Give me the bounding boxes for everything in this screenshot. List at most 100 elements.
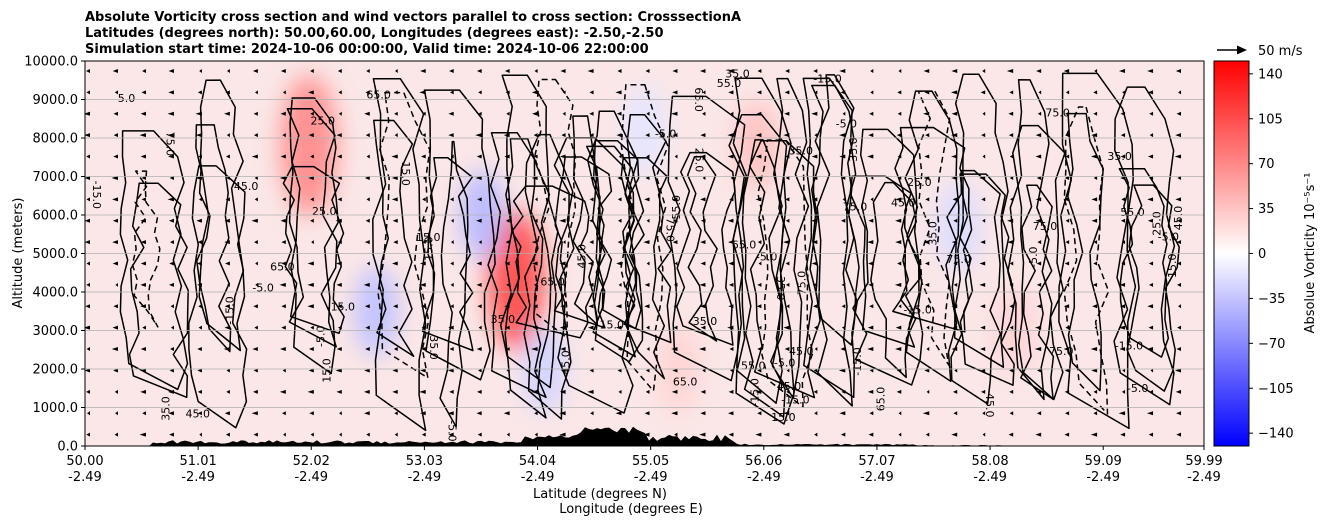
y-axis: 0.0 1000.0 2000.0 3000.0 4000.0 5000.0 6000.0 7… <box>24 55 85 455</box>
wind-vector <box>671 411 678 416</box>
wind-vector <box>645 389 650 394</box>
wind-vector <box>1176 111 1182 116</box>
wind-vector <box>926 347 930 352</box>
wind-vector <box>672 368 678 373</box>
wind-vector <box>1178 304 1182 309</box>
contour-line <box>587 110 639 358</box>
contour-label: 35.0 <box>789 145 814 158</box>
wind-vector <box>169 175 174 180</box>
wind-vector <box>895 218 902 223</box>
contour-label: 15.0 <box>771 411 796 424</box>
wind-vector <box>618 282 622 287</box>
wind-vector <box>644 90 650 95</box>
wind-vector <box>1148 325 1154 330</box>
wind-vector <box>615 304 622 309</box>
contour-label: -15.0 <box>223 296 236 324</box>
contour-line <box>904 90 960 382</box>
contour-label: 35.0 <box>927 221 940 246</box>
contour-label: 55.0 <box>670 195 683 220</box>
wind-vector <box>1093 261 1098 266</box>
wind-vector <box>952 197 958 202</box>
wind-vector <box>307 282 314 287</box>
wind-vector <box>1119 304 1126 309</box>
wind-vector <box>1149 240 1154 245</box>
wind-vector <box>338 111 342 116</box>
wind-vector <box>895 347 902 352</box>
wind-vector <box>142 69 146 73</box>
wind-vector <box>896 133 902 138</box>
contour-label: -5.0 <box>446 420 459 441</box>
wind-vector <box>841 389 846 394</box>
wind-vector <box>868 133 874 138</box>
wind-vector <box>337 240 342 245</box>
wind-vector <box>1148 432 1154 437</box>
wind-vector <box>140 368 146 373</box>
wind-vector <box>504 69 510 73</box>
wind-vector <box>142 411 146 416</box>
wind-vector <box>1093 111 1098 116</box>
wind-vector <box>365 90 370 95</box>
wind-vector <box>1037 111 1042 116</box>
wind-vector <box>617 368 622 373</box>
wind-vector <box>785 175 790 180</box>
wind-vector <box>505 240 510 245</box>
wind-vector <box>503 175 510 180</box>
wind-vector <box>140 111 146 116</box>
wind-vector <box>112 240 118 245</box>
wind-vector <box>783 432 790 437</box>
wind-vector <box>728 389 734 394</box>
wind-vector <box>140 240 146 245</box>
wind-vector <box>617 240 622 245</box>
wind-vector <box>531 240 538 245</box>
wind-vector <box>1150 368 1154 373</box>
wind-vector <box>674 175 678 180</box>
wind-vector <box>392 368 398 373</box>
contour-label: 25.0 <box>311 114 336 127</box>
wind-vector <box>168 411 174 416</box>
colorbar-ticks: 140 105 70 35 0 −35 −70 −105 −140 <box>1249 67 1294 442</box>
contour-label: 55.0 <box>1120 206 1145 219</box>
wind-vector <box>755 432 762 437</box>
wind-vector <box>951 133 958 138</box>
contour-label: -5.0 <box>252 281 273 294</box>
wind-vector <box>253 432 258 437</box>
wind-vector <box>336 282 342 287</box>
contour-line <box>728 114 795 425</box>
wind-vector <box>923 175 930 180</box>
wind-vector <box>587 325 594 330</box>
wind-vector <box>282 90 286 95</box>
wind-vector <box>451 240 454 245</box>
wind-vector <box>1121 389 1126 394</box>
wind-vector <box>534 368 538 373</box>
contour-label: 15.0 <box>600 318 625 331</box>
wind-vector <box>503 411 510 416</box>
wind-vector <box>1147 154 1154 159</box>
wind-vector <box>1064 261 1070 266</box>
wind-vector <box>1065 133 1070 138</box>
wind-vector <box>281 261 286 266</box>
wind-vector <box>1009 368 1014 373</box>
wind-vector <box>224 111 230 116</box>
wind-vector <box>617 218 622 223</box>
wind-vector <box>951 175 958 180</box>
wind-vector <box>561 133 566 138</box>
wind-vector <box>898 411 902 416</box>
wind-vector <box>1146 347 1154 352</box>
wind-vector <box>225 90 230 95</box>
wind-vector <box>504 304 510 309</box>
wind-vector <box>559 154 566 159</box>
wind-vector <box>307 90 314 95</box>
wind-vector <box>898 432 902 437</box>
contour-label: 35.0 <box>491 313 515 326</box>
wind-vector <box>898 304 902 309</box>
contour-line <box>188 165 248 429</box>
wind-vector <box>169 240 174 245</box>
wind-vector <box>365 325 370 330</box>
wind-vector <box>563 282 566 287</box>
wind-vector <box>646 218 650 223</box>
contour-label: 25.0 <box>1151 211 1164 236</box>
wind-vector <box>783 240 790 245</box>
wind-vector <box>420 368 426 373</box>
wind-vector <box>923 111 930 116</box>
wind-vector <box>1036 389 1042 394</box>
